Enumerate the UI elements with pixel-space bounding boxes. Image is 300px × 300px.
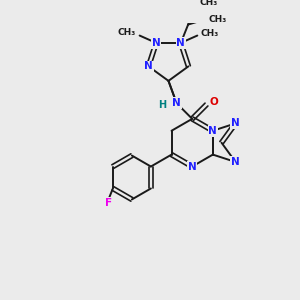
Text: N: N	[176, 38, 185, 48]
Text: N: N	[231, 118, 240, 128]
Text: H: H	[158, 100, 166, 110]
Text: N: N	[208, 126, 217, 136]
Text: N: N	[152, 38, 161, 48]
Text: CH₃: CH₃	[208, 14, 226, 23]
Text: N: N	[188, 161, 197, 172]
Text: N: N	[152, 38, 161, 48]
Text: N: N	[231, 157, 240, 167]
Text: N: N	[144, 61, 153, 71]
Text: N: N	[172, 98, 181, 108]
Text: F: F	[105, 198, 112, 208]
Text: CH₃: CH₃	[199, 0, 218, 7]
Text: O: O	[209, 97, 218, 107]
Text: CH₃: CH₃	[118, 28, 136, 37]
Text: CH₃: CH₃	[200, 29, 218, 38]
